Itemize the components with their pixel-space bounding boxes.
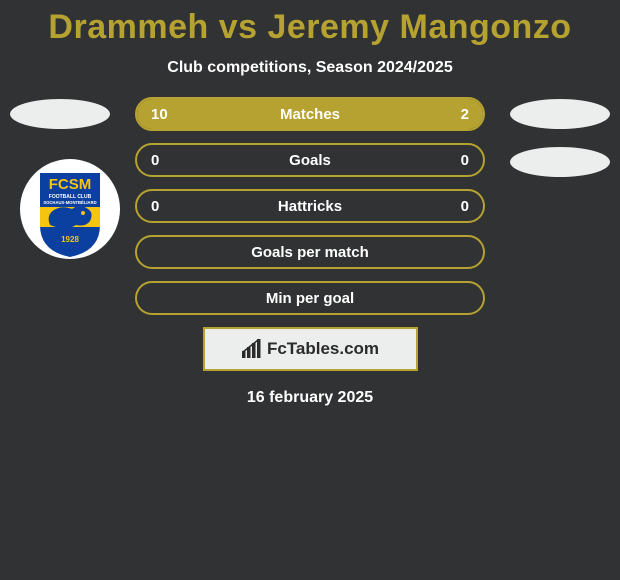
bar-label: Hattricks <box>137 191 483 221</box>
bar-row: 102Matches <box>135 97 485 131</box>
site-name: FcTables.com <box>267 339 379 359</box>
club-badge-icon: FCSM FOOTBALL CLUB SOCHAUX-MONTBÉLIARD 1… <box>20 155 120 263</box>
bar-row: Goals per match <box>135 235 485 269</box>
comparison-content: FCSM FOOTBALL CLUB SOCHAUX-MONTBÉLIARD 1… <box>0 97 620 407</box>
player-right-placeholder-1 <box>510 99 610 129</box>
comparison-bars: 102Matches 00Goals 00Hattricks Goals per ma… <box>135 97 485 315</box>
svg-text:1928: 1928 <box>61 235 79 244</box>
player-right-placeholder-2 <box>510 147 610 177</box>
bar-label: Matches <box>137 99 483 129</box>
page-title: Drammeh vs Jeremy Mangonzo <box>0 0 620 47</box>
club-badge-fcsm: FCSM FOOTBALL CLUB SOCHAUX-MONTBÉLIARD 1… <box>20 155 120 263</box>
player-left-placeholder <box>10 99 110 129</box>
bar-chart-icon <box>241 339 263 359</box>
date: 16 february 2025 <box>0 389 620 407</box>
bar-row: 00Goals <box>135 143 485 177</box>
bar-row: Min per goal <box>135 281 485 315</box>
svg-text:FCSM: FCSM <box>49 176 92 193</box>
bar-label: Min per goal <box>137 283 483 313</box>
bar-label: Goals per match <box>137 237 483 267</box>
subtitle: Club competitions, Season 2024/2025 <box>0 59 620 77</box>
svg-text:SOCHAUX-MONTBÉLIARD: SOCHAUX-MONTBÉLIARD <box>43 200 96 205</box>
bar-row: 00Hattricks <box>135 189 485 223</box>
bar-label: Goals <box>137 145 483 175</box>
site-attribution: FcTables.com <box>203 327 418 371</box>
